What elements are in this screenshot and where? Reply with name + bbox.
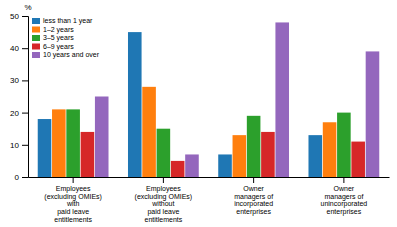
tick-mark bbox=[343, 177, 344, 183]
tick: Ownermanagers ofincorporatedenterprises bbox=[234, 177, 273, 216]
tick: 10 bbox=[10, 141, 28, 150]
legend-swatch bbox=[32, 35, 40, 41]
bar bbox=[185, 154, 199, 177]
bar bbox=[366, 51, 380, 177]
tick-label: 40 bbox=[10, 44, 19, 53]
legend-item: 6–9 years bbox=[32, 43, 74, 51]
tick-label: Ownermanagers ofincorporatedenterprises bbox=[234, 185, 273, 216]
bar bbox=[218, 154, 232, 177]
bar bbox=[128, 32, 142, 177]
tick: 0 bbox=[15, 173, 28, 182]
legend-swatch bbox=[32, 27, 40, 33]
bar bbox=[157, 129, 171, 177]
tick: Employees(excluding OMIEs)withoutpaid le… bbox=[135, 177, 193, 223]
tick-mark bbox=[22, 177, 28, 178]
tick-label: Employees(excluding OMIEs)withpaid leave… bbox=[44, 185, 102, 223]
legend-label: 1–2 years bbox=[43, 26, 74, 34]
axis-domain bbox=[29, 177, 390, 178]
chart: 0 10 20 30 40 50 Employees(excluding OMIEs)wit… bbox=[0, 0, 397, 227]
bar bbox=[308, 135, 322, 177]
bar bbox=[52, 109, 66, 177]
legend-item: 1–2 years bbox=[32, 26, 74, 34]
tick: 50 bbox=[10, 12, 28, 21]
legend-swatch bbox=[32, 44, 40, 50]
x-axis: Employees(excluding OMIEs)withpaid leave… bbox=[29, 177, 390, 223]
legend: less than 1 year1–2 years3–5 years6–9 ye… bbox=[32, 17, 100, 59]
bar bbox=[81, 132, 95, 177]
y-axis: 0 10 20 30 40 50 bbox=[10, 12, 28, 182]
bar bbox=[66, 109, 80, 177]
tick: 30 bbox=[10, 76, 28, 85]
bars bbox=[38, 22, 380, 177]
legend-item: 10 years and over bbox=[32, 51, 100, 59]
bar bbox=[275, 22, 289, 177]
bar bbox=[171, 161, 185, 177]
legend-label: less than 1 year bbox=[43, 17, 93, 25]
tick-mark bbox=[22, 113, 28, 114]
tick-mark bbox=[22, 48, 28, 49]
bar bbox=[337, 113, 351, 177]
bar bbox=[95, 97, 109, 178]
tick-mark bbox=[73, 177, 74, 183]
tick-mark bbox=[163, 177, 164, 183]
tick-mark bbox=[253, 177, 254, 183]
bar bbox=[247, 116, 261, 177]
legend-label: 10 years and over bbox=[43, 51, 100, 59]
tick-mark bbox=[22, 16, 28, 17]
tick-label: 0 bbox=[15, 173, 20, 182]
y-axis-label: % bbox=[24, 3, 31, 12]
bar bbox=[233, 135, 247, 177]
bar bbox=[38, 119, 52, 177]
tick-label: 50 bbox=[10, 12, 19, 21]
tick: Ownermanagers ofunincorporatedenterprise… bbox=[321, 177, 368, 216]
tick: Employees(excluding OMIEs)withpaid leave… bbox=[44, 177, 102, 223]
plot: 0 10 20 30 40 50 Employees(excluding OMIEs)wit… bbox=[10, 12, 389, 223]
axis-domain bbox=[22, 17, 29, 178]
tick: 40 bbox=[10, 44, 28, 53]
bar bbox=[142, 87, 156, 177]
tick-label: 10 bbox=[10, 141, 19, 150]
legend-item: 3–5 years bbox=[32, 34, 74, 42]
bar bbox=[351, 142, 365, 177]
legend-label: 3–5 years bbox=[43, 34, 74, 42]
tick-mark bbox=[22, 80, 28, 81]
bar bbox=[261, 132, 275, 177]
legend-swatch bbox=[32, 18, 40, 24]
tick-label: Ownermanagers ofunincorporatedenterprise… bbox=[321, 185, 368, 216]
legend-label: 6–9 years bbox=[43, 43, 74, 51]
tick-label: 20 bbox=[10, 109, 19, 118]
tick: 20 bbox=[10, 109, 28, 118]
legend-swatch bbox=[32, 52, 40, 58]
legend-item: less than 1 year bbox=[32, 17, 93, 25]
tick-label: 30 bbox=[10, 76, 19, 85]
bar bbox=[323, 122, 337, 177]
tick-label: Employees(excluding OMIEs)withoutpaid le… bbox=[135, 185, 193, 223]
tick-mark bbox=[22, 145, 28, 146]
